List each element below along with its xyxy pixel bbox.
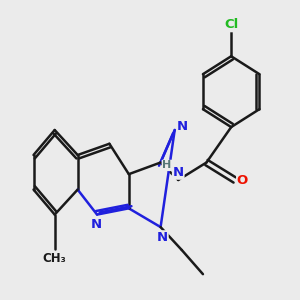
Text: Cl: Cl xyxy=(224,19,238,32)
Text: N: N xyxy=(91,218,102,232)
Text: N: N xyxy=(157,231,168,244)
Text: O: O xyxy=(237,173,248,187)
Text: H: H xyxy=(162,160,172,170)
Text: N: N xyxy=(173,166,184,179)
Text: N: N xyxy=(177,120,188,133)
Text: CH₃: CH₃ xyxy=(43,252,67,265)
